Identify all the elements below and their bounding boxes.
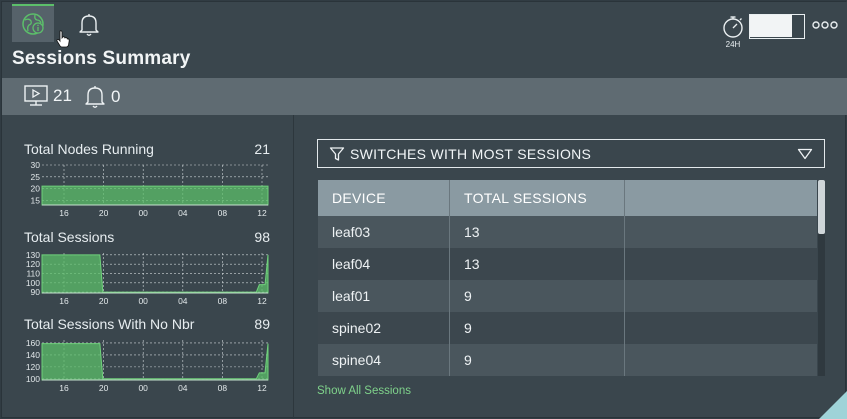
series-area: [41, 254, 269, 294]
toggle-knob: [750, 15, 792, 37]
filter-label: SWITCHES WITH MOST SESSIONS: [350, 146, 592, 162]
sessions-stat: 21: [23, 84, 72, 108]
bell-icon: [79, 14, 99, 36]
table-row[interactable]: spine02 9: [318, 312, 817, 344]
table-row[interactable]: leaf01 9: [318, 280, 817, 312]
x-tick-label: 08: [218, 208, 228, 218]
panel-divider: [293, 115, 294, 419]
column-header-total-sessions[interactable]: TOTAL SESSIONS: [464, 190, 587, 206]
more-dots-icon: [812, 21, 838, 29]
cell-sessions: 9: [464, 352, 472, 368]
series-area: [41, 343, 269, 381]
monitor-play-icon: [24, 85, 48, 106]
stats-bar: 21 0: [2, 78, 847, 115]
x-tick-label: 08: [218, 296, 228, 306]
x-tick-label: 12: [257, 383, 267, 393]
x-tick-label: 00: [138, 208, 148, 218]
x-tick-label: 16: [59, 296, 69, 306]
y-tick-label: 100: [26, 278, 40, 288]
cell-sessions: 9: [464, 320, 472, 336]
time-range-button[interactable]: 24H: [720, 14, 746, 50]
cell-sessions: 13: [464, 224, 480, 240]
y-tick-label: 140: [26, 350, 40, 360]
x-tick-label: 04: [178, 208, 188, 218]
chart-title-nodes: Total Nodes Running: [24, 141, 154, 157]
globe-info-icon: [22, 13, 44, 35]
series-area: [41, 185, 269, 206]
stopwatch-icon: [723, 16, 743, 38]
time-range-label: 24H: [725, 40, 741, 49]
cell-device: spine02: [332, 320, 382, 336]
y-tick-label: 30: [31, 162, 41, 170]
y-tick-label: 120: [26, 362, 40, 372]
column-divider: [449, 180, 450, 376]
column-divider: [624, 180, 625, 376]
table-row[interactable]: leaf04 13: [318, 248, 817, 280]
cell-sessions: 13: [464, 256, 480, 272]
chart-sessions-no-nbr: 100 120 140 160 16 20 00 04 08 12: [26, 338, 269, 393]
cell-device: leaf01: [332, 288, 371, 304]
y-tick-label: 15: [31, 195, 41, 205]
sessions-table: DEVICE TOTAL SESSIONS leaf03 13 leaf04 1…: [318, 180, 817, 376]
x-tick-label: 00: [138, 296, 148, 306]
card-header: Sessions Summary 24H: [2, 2, 847, 78]
x-tick-label: 08: [218, 383, 228, 393]
x-tick-label: 20: [99, 296, 109, 306]
resize-corner-icon[interactable]: [819, 391, 847, 419]
filter-icon: [329, 147, 345, 161]
column-header-device[interactable]: DEVICE: [332, 190, 386, 206]
table-header: DEVICE TOTAL SESSIONS: [318, 180, 817, 216]
y-tick-label: 120: [26, 259, 40, 269]
cell-device: leaf03: [332, 224, 371, 240]
sessions-count: 21: [53, 86, 72, 105]
table-row[interactable]: spine04 9: [318, 344, 817, 376]
chart-title-sessions: Total Sessions: [24, 229, 115, 245]
hand-cursor-icon: [56, 30, 70, 48]
x-tick-label: 12: [257, 208, 267, 218]
alarms-count: 0: [111, 87, 121, 106]
scrollbar-thumb[interactable]: [818, 180, 825, 234]
x-tick-label: 00: [138, 383, 148, 393]
y-tick-label: 130: [26, 250, 40, 260]
cell-device: spine04: [332, 352, 382, 368]
y-tick-label: 110: [26, 268, 40, 278]
bell-icon: [85, 86, 105, 108]
chart-title-no-nbr: Total Sessions With No Nbr: [24, 316, 195, 332]
x-tick-label: 20: [99, 208, 109, 218]
page-title: Sessions Summary: [12, 48, 191, 69]
table-row[interactable]: leaf03 13: [318, 216, 817, 248]
x-tick-label: 16: [59, 383, 69, 393]
y-tick-label: 100: [26, 374, 40, 384]
x-tick-label: 20: [99, 383, 109, 393]
switches-filter-dropdown[interactable]: SWITCHES WITH MOST SESSIONS: [317, 139, 825, 168]
x-tick-label: 16: [59, 208, 69, 218]
tab-alarms[interactable]: [68, 6, 110, 44]
table-scrollbar[interactable]: [818, 180, 825, 376]
x-tick-label: 04: [178, 383, 188, 393]
y-tick-label: 160: [26, 338, 40, 348]
tab-sessions[interactable]: [12, 4, 70, 48]
x-tick-label: 12: [257, 296, 267, 306]
cell-sessions: 9: [464, 288, 472, 304]
dropdown-triangle-icon: [797, 148, 813, 160]
more-options-button[interactable]: [812, 17, 838, 33]
y-tick-label: 20: [31, 184, 41, 194]
cell-device: leaf04: [332, 256, 371, 272]
y-tick-label: 25: [31, 172, 41, 182]
show-all-sessions-link[interactable]: Show All Sessions: [317, 385, 411, 397]
alarms-stat: 0: [83, 84, 120, 110]
chart-value-nodes: 21: [254, 141, 270, 157]
y-tick-label: 90: [31, 287, 41, 297]
chart-value-sessions: 98: [254, 229, 270, 245]
card-size-toggle[interactable]: [749, 14, 805, 39]
chart-value-no-nbr: 89: [254, 316, 270, 332]
x-tick-label: 04: [178, 296, 188, 306]
